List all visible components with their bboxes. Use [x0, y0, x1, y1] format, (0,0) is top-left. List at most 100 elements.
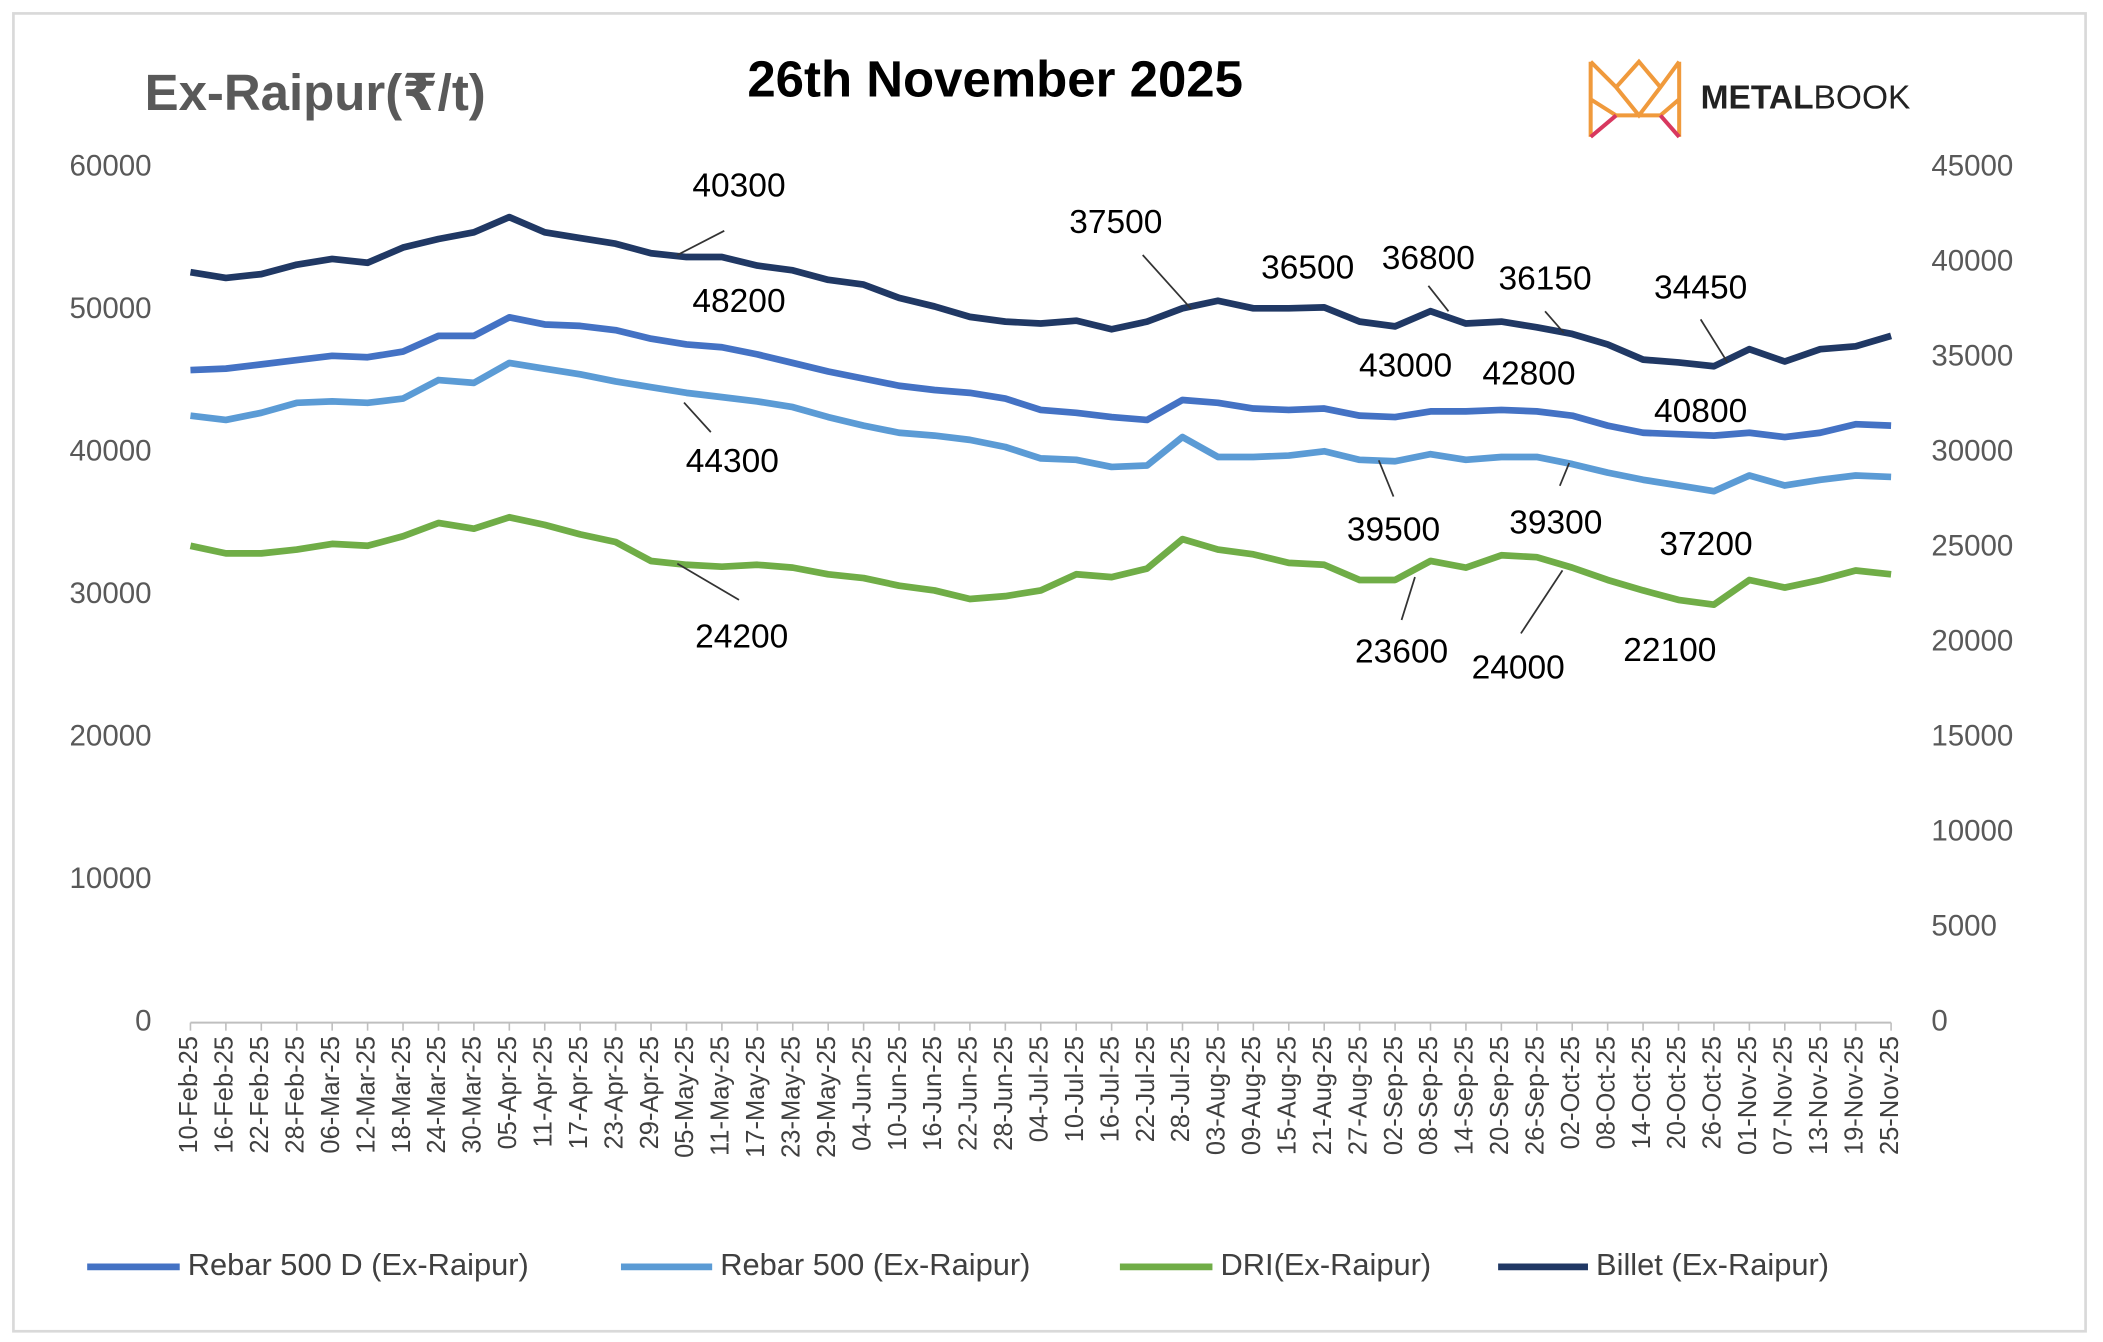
x-tick-label: 26-Oct-25: [1699, 1036, 1727, 1149]
annotation-label: 42800: [1482, 356, 1575, 393]
x-tick-label: 13-Nov-25: [1805, 1036, 1833, 1155]
annotation-label: 43000: [1359, 348, 1452, 385]
x-tick-label: 04-Jul-25: [1026, 1036, 1054, 1142]
x-tick-label: 02-Oct-25: [1557, 1036, 1585, 1149]
x-tick-label: 22-Feb-25: [246, 1036, 274, 1154]
x-tick-label: 30-Mar-25: [459, 1036, 487, 1154]
x-tick-label: 17-May-25: [742, 1036, 770, 1158]
y-tick-label: 10000: [70, 862, 152, 895]
annotation-leader: [1400, 576, 1416, 621]
annotation-label: 24000: [1472, 650, 1565, 687]
x-tick-label: 25-Nov-25: [1876, 1036, 1904, 1155]
x-tick-label: 19-Nov-25: [1840, 1036, 1868, 1155]
annotation-leader: [676, 562, 740, 601]
chart-border: [12, 12, 2087, 1333]
annotation-label: 39500: [1347, 511, 1440, 548]
annotation-label: 23600: [1355, 633, 1448, 670]
y-tick-label: 30000: [70, 577, 152, 610]
x-tick-label: 29-May-25: [813, 1036, 841, 1158]
annotation-label: 44300: [686, 443, 779, 480]
x-tick-label: 16-Feb-25: [211, 1036, 239, 1154]
annotation-label: 34450: [1654, 270, 1747, 307]
x-tick-label: 26-Sep-25: [1522, 1036, 1550, 1155]
x-tick-label: 11-May-25: [707, 1036, 735, 1156]
x-tick-label: 10-Jul-25: [1061, 1036, 1089, 1142]
logo-text-bold: METAL: [1701, 79, 1814, 116]
x-tick-label: 28-Jul-25: [1167, 1036, 1195, 1142]
x-tick-label: 22-Jun-25: [955, 1036, 983, 1151]
legend-label: Billet (Ex-Raipur): [1596, 1247, 1829, 1282]
x-tick-label: 27-Aug-25: [1344, 1036, 1372, 1155]
annotation-leader: [1142, 254, 1192, 310]
annotation-leader: [1544, 310, 1565, 334]
legend-label: DRI(Ex-Raipur): [1220, 1247, 1431, 1282]
annotation-leader: [1699, 318, 1729, 363]
x-tick-label: 14-Oct-25: [1628, 1036, 1656, 1149]
annotation-leader: [1520, 569, 1564, 634]
series-line: [190, 313, 1892, 441]
x-tick-label: 08-Sep-25: [1415, 1036, 1443, 1155]
x-tick-label: 20-Sep-25: [1486, 1036, 1514, 1155]
x-tick-label: 23-Apr-25: [600, 1036, 628, 1149]
x-tick-label: 07-Nov-25: [1770, 1036, 1798, 1155]
x-tick-label: 10-Feb-25: [175, 1036, 203, 1154]
x-tick-label: 01-Nov-25: [1734, 1036, 1762, 1155]
series-line: [189, 513, 1892, 609]
y-tick-label: 60000: [70, 150, 152, 183]
y2-tick-label: 5000: [1931, 909, 1997, 942]
x-tick-label: 28-Feb-25: [281, 1036, 309, 1154]
x-tick-label: 21-Aug-25: [1309, 1036, 1337, 1155]
y-tick-label: 40000: [70, 434, 152, 467]
logo-icon: [1588, 58, 1682, 139]
annotation-label: 22100: [1623, 632, 1716, 669]
x-tick-label: 05-Apr-25: [494, 1036, 522, 1149]
x-tick-label: 14-Sep-25: [1451, 1036, 1479, 1155]
annotation-label: 39300: [1509, 505, 1602, 542]
y2-tick-label: 10000: [1931, 814, 2013, 847]
x-tick-label: 09-Aug-25: [1238, 1036, 1266, 1155]
x-tick-label: 15-Aug-25: [1274, 1036, 1302, 1155]
annotation-label: 36150: [1498, 260, 1591, 297]
y2-tick-label: 15000: [1931, 719, 2013, 752]
annotation-leader: [683, 402, 712, 433]
x-tick-label: 29-Apr-25: [636, 1036, 664, 1149]
x-tick-label: 23-May-25: [777, 1036, 805, 1158]
annotation-leader: [676, 230, 725, 256]
y2-tick-label: 35000: [1931, 340, 2013, 373]
annotation-label: 37500: [1069, 204, 1162, 241]
chart-title: 26th November 2025: [747, 51, 1243, 108]
annotation-label: 48200: [692, 283, 785, 320]
annotation-label: 37200: [1659, 526, 1752, 563]
y-axis-label: Ex-Raipur(₹/t): [145, 64, 486, 121]
y2-tick-label: 40000: [1931, 245, 2013, 278]
y2-tick-label: 0: [1931, 1004, 1947, 1037]
x-tick-label: 24-Mar-25: [423, 1036, 451, 1154]
series-line: [189, 213, 1893, 370]
x-tick-label: 05-May-25: [671, 1036, 699, 1158]
y2-tick-label: 25000: [1931, 529, 2013, 562]
x-tick-label: 02-Sep-25: [1380, 1036, 1408, 1155]
x-tick-label: 17-Apr-25: [565, 1036, 593, 1149]
legend-label: Rebar 500 D (Ex-Raipur): [188, 1247, 529, 1282]
y-tick-label: 0: [135, 1004, 151, 1037]
y2-tick-label: 45000: [1931, 150, 2013, 183]
x-tick-label: 06-Mar-25: [317, 1036, 345, 1154]
logo-text: METALBOOK: [1701, 79, 1911, 116]
x-tick-label: 16-Jul-25: [1096, 1036, 1124, 1142]
annotation-label: 36500: [1261, 250, 1354, 287]
legend-label: Rebar 500 (Ex-Raipur): [720, 1247, 1030, 1282]
x-tick-label: 16-Jun-25: [919, 1036, 947, 1151]
x-tick-label: 18-Mar-25: [388, 1036, 416, 1154]
annotation-label: 40800: [1654, 393, 1747, 430]
annotation-label: 36800: [1382, 240, 1475, 277]
x-tick-label: 22-Jul-25: [1132, 1036, 1160, 1142]
x-tick-label: 04-Jun-25: [848, 1036, 876, 1151]
series-line: [190, 359, 1892, 495]
y2-tick-label: 20000: [1931, 624, 2013, 657]
annotation-label: 24200: [695, 619, 788, 656]
logo-text-light: BOOK: [1814, 79, 1911, 116]
y-tick-label: 50000: [70, 292, 152, 325]
y2-tick-label: 30000: [1931, 434, 2013, 467]
x-tick-label: 03-Aug-25: [1203, 1036, 1231, 1155]
